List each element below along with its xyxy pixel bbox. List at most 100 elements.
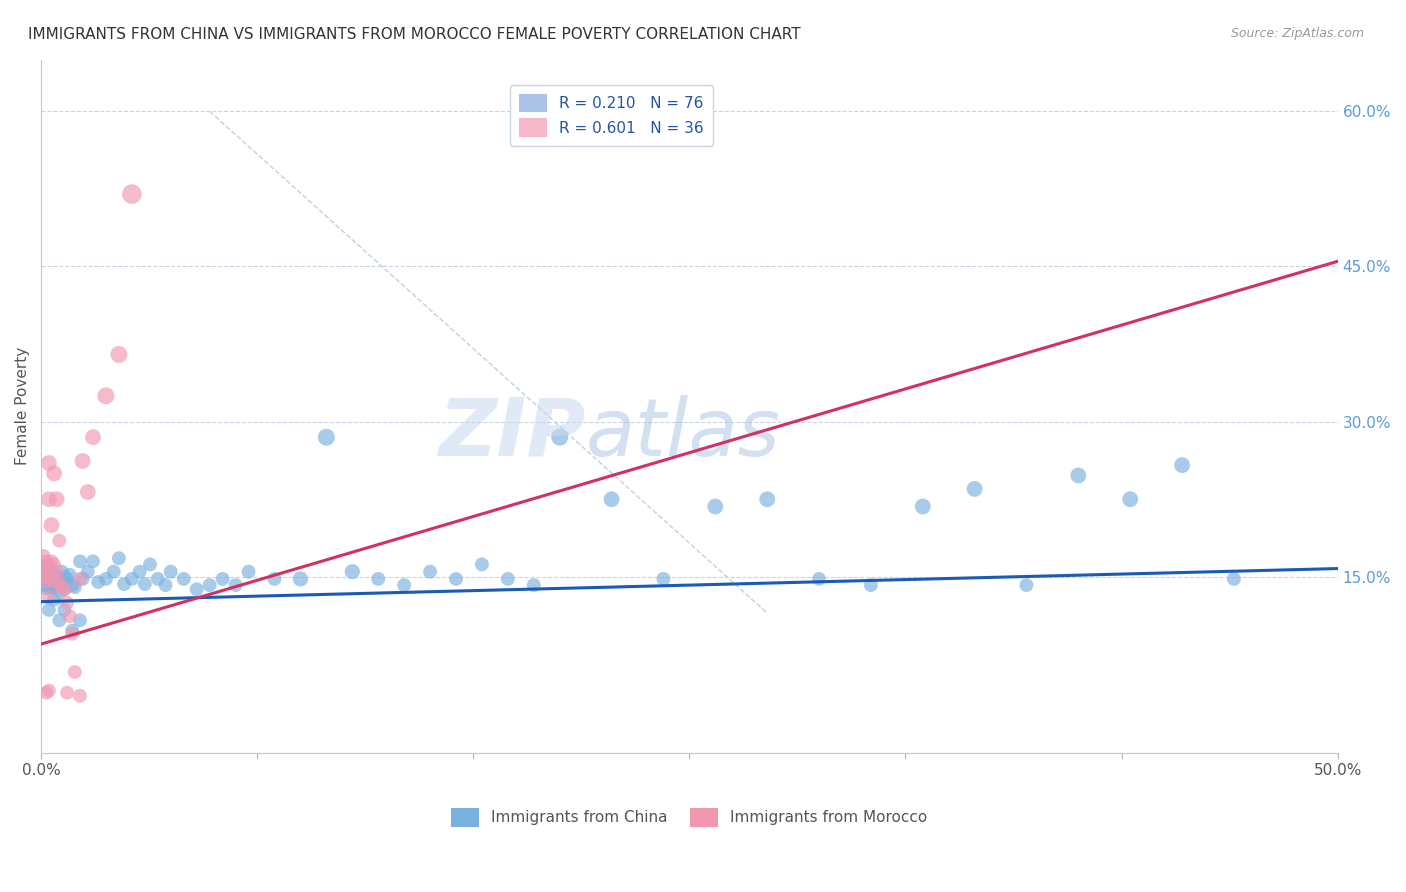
Point [48,613,70,627]
Point [121,187,143,202]
Point [35,567,58,582]
Point [41,567,63,582]
Point [290,572,312,586]
Point [471,558,494,572]
Point [32,570,55,584]
Point [198,578,221,592]
Point [108,551,131,566]
Point [38,492,60,507]
Point [238,565,260,579]
Point [87,574,110,589]
Point [48,572,70,586]
Point [48,533,70,548]
Point [42,574,65,589]
Point [35,565,58,579]
Point [112,577,135,591]
Point [419,565,441,579]
Point [69,554,91,568]
Point [496,572,519,586]
Point [35,554,58,568]
Point [38,565,60,579]
Point [48,574,70,589]
Point [159,565,181,579]
Point [342,565,364,579]
Point [38,603,60,617]
Point [42,467,65,481]
Point [38,683,60,698]
Point [32,572,55,586]
Point [76,565,98,579]
Point [41,565,63,579]
Point [63,580,86,594]
Point [82,554,104,568]
Point [225,578,247,592]
Point [59,567,82,582]
Text: Source: ZipAtlas.com: Source: ZipAtlas.com [1230,27,1364,40]
Point [45,570,67,584]
Point [94,572,117,586]
Text: ZIP: ZIP [439,395,586,473]
Y-axis label: Female Poverty: Female Poverty [15,347,30,466]
Point [45,577,67,591]
Point [103,565,125,579]
Point [139,558,162,572]
Point [45,492,67,507]
Point [146,572,169,586]
Point [41,574,63,589]
Point [1119,492,1142,507]
Point [35,574,58,589]
Point [211,572,233,586]
Point [60,626,83,640]
Point [704,500,727,514]
Point [32,549,55,563]
Point [173,572,195,586]
Point [53,582,76,597]
Point [53,603,76,617]
Point [38,456,60,470]
Point [315,430,337,444]
Legend: Immigrants from China, Immigrants from Morocco: Immigrants from China, Immigrants from M… [446,802,934,833]
Point [94,389,117,403]
Point [652,572,675,586]
Point [48,585,70,599]
Point [53,582,76,597]
Point [186,582,208,597]
Point [72,454,94,468]
Point [1223,572,1246,586]
Point [82,430,104,444]
Point [42,570,65,584]
Point [756,492,779,507]
Point [60,578,83,592]
Point [51,577,73,591]
Point [600,492,623,507]
Point [51,565,73,579]
Point [911,500,934,514]
Point [53,570,76,584]
Point [963,482,986,496]
Point [155,578,177,592]
Point [42,592,65,607]
Point [38,591,60,605]
Point [35,574,58,589]
Point [134,577,156,591]
Point [35,686,58,700]
Point [263,572,285,586]
Point [56,572,79,586]
Point [859,578,882,592]
Point [38,572,60,586]
Point [32,559,55,574]
Point [42,580,65,594]
Point [38,580,60,594]
Point [56,596,79,610]
Point [69,613,91,627]
Point [45,565,67,579]
Point [41,554,63,568]
Point [69,572,91,586]
Point [56,686,79,700]
Point [128,565,150,579]
Point [1171,458,1194,472]
Point [121,572,143,586]
Point [59,609,82,624]
Point [63,665,86,679]
Point [1067,468,1090,483]
